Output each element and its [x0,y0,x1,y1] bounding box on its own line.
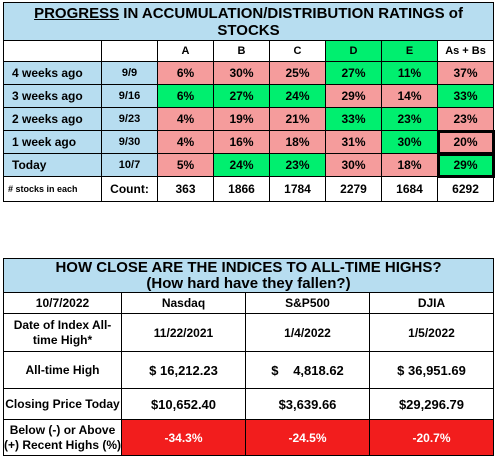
cell-a: 5% [157,153,214,177]
cell-c: 21% [269,107,326,131]
cell-d: 33% [325,107,382,131]
cell-as-bs-highlighted: 29% [436,152,495,178]
djia-close: $29,296.79 [369,388,494,420]
cell-b: 16% [213,130,270,154]
sp500-ath: $4,818.62 [245,351,370,389]
count-a: 363 [157,176,214,202]
cell-d: 30% [325,153,382,177]
djia-pct: -20.7% [369,419,494,456]
header-col-b: B [213,40,270,62]
title-underlined-word: PROGRESS [34,4,120,22]
row-label: 1 week ago [3,130,102,154]
indices-title-line2: (How hard have they fallen?) [146,274,351,292]
counts-label: # stocks in each [3,176,102,202]
counts-row: # stocks in each Count: 363 1866 1784 22… [3,176,495,202]
table-row: Today 10/7 5% 24% 23% 30% 18% 29% [3,152,495,178]
nasdaq-ath-date: 11/22/2021 [121,313,246,352]
sp500-ath-date: 1/4/2022 [245,313,370,352]
cell-c: 25% [269,61,326,85]
header-col-e: E [381,40,438,62]
header-djia: DJIA [369,292,494,314]
table-row: All-time High $ 16,212.23 $4,818.62 $ 36… [3,351,494,389]
row-date: 9/30 [101,130,158,154]
nasdaq-pct: -34.3% [121,419,246,456]
header-sp500: S&P500 [245,292,370,314]
count-d: 2279 [325,176,382,202]
row-label-ath-date: Date of Index All-time High* [3,313,122,352]
accumulation-title: PROGRESS IN ACCUMULATION/DISTRIBUTION RA… [2,2,495,41]
cell-a: 6% [157,61,214,85]
row-date: 9/9 [101,61,158,85]
cell-e: 23% [381,107,438,131]
row-date: 10/7 [101,153,158,177]
row-label-pct: Below (-) or Above (+) Recent Highs (%) [3,419,122,456]
row-label-ath: All-time High [3,351,122,389]
djia-ath: $ 36,951.69 [369,351,494,389]
header-col-a: A [157,40,214,62]
count-c: 1784 [269,176,326,202]
table-row: 3 weeks ago 9/16 6% 27% 24% 29% 14% 33% [3,84,495,108]
counts-sublabel: Count: [101,176,158,202]
cell-c: 24% [269,84,326,108]
title-rest: IN ACCUMULATION/DISTRIBUTION RATINGS of … [119,4,463,39]
cell-c: 18% [269,130,326,154]
cell-as-bs: 33% [436,84,495,108]
row-date: 9/16 [101,84,158,108]
table-row: Below (-) or Above (+) Recent Highs (%) … [3,419,494,456]
cell-as-bs: 37% [436,61,495,85]
cell-d: 31% [325,130,382,154]
cell-a: 4% [157,130,214,154]
row-label: 4 weeks ago [3,61,102,85]
nasdaq-close: $10,652.40 [121,388,246,420]
header-col-d: D [325,40,382,62]
accumulation-distribution-table: PROGRESS IN ACCUMULATION/DISTRIBUTION RA… [2,2,495,202]
count-b: 1866 [213,176,270,202]
table-row: Date of Index All-time High* 11/22/2021 … [3,313,494,352]
cell-b: 19% [213,107,270,131]
sp500-close: $3,639.66 [245,388,370,420]
cell-e: 30% [381,130,438,154]
table-row: 4 weeks ago 9/9 6% 30% 25% 27% 11% 37% [3,61,495,85]
cell-e: 14% [381,84,438,108]
row-date: 9/23 [101,107,158,131]
cell-d: 27% [325,61,382,85]
table-row: 2 weeks ago 9/23 4% 19% 21% 33% 23% 23% [3,107,495,131]
cell-c: 23% [269,153,326,177]
cell-b: 24% [213,153,270,177]
count-e: 1684 [381,176,438,202]
djia-ath-date: 1/5/2022 [369,313,494,352]
cell-as-bs: 23% [436,107,495,131]
header-col-as-bs: As + Bs [436,40,495,62]
indices-title: HOW CLOSE ARE THE INDICES TO ALL-TIME HI… [3,258,494,293]
sp500-ath-value: 4,818.62 [293,362,344,378]
cell-e: 11% [381,61,438,85]
sp500-pct: -24.5% [245,419,370,456]
cell-a: 6% [157,84,214,108]
count-as-bs: 6292 [436,176,495,202]
cell-d: 29% [325,84,382,108]
nasdaq-ath: $ 16,212.23 [121,351,246,389]
indices-date: 10/7/2022 [3,292,122,314]
header-blank-date [101,40,158,62]
row-label-close: Closing Price Today [3,388,122,420]
indices-highs-table: HOW CLOSE ARE THE INDICES TO ALL-TIME HI… [3,258,494,456]
table-row: Closing Price Today $10,652.40 $3,639.66… [3,388,494,420]
header-blank [3,40,102,62]
row-label: 3 weeks ago [3,84,102,108]
row-label: Today [3,153,102,177]
cell-e: 18% [381,153,438,177]
cell-b: 30% [213,61,270,85]
cell-b: 27% [213,84,270,108]
header-col-c: C [269,40,326,62]
sp500-dollar-sign: $ [271,362,279,378]
table-row: 1 week ago 9/30 4% 16% 18% 31% 30% 20% [3,129,495,155]
indices-title-line1: HOW CLOSE ARE THE INDICES TO ALL-TIME HI… [55,258,442,276]
cell-as-bs-highlighted: 20% [436,129,495,155]
row-label: 2 weeks ago [3,107,102,131]
cell-a: 4% [157,107,214,131]
header-nasdaq: Nasdaq [121,292,246,314]
